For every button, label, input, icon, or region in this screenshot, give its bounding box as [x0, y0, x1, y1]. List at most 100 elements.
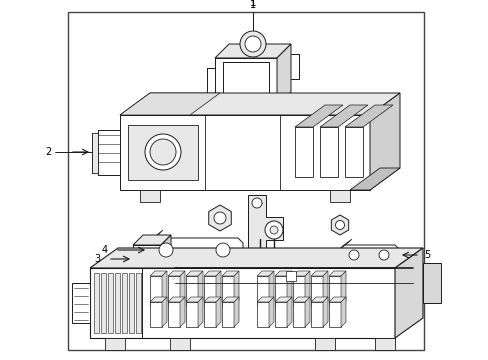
Bar: [203, 276, 216, 306]
Bar: [136, 273, 141, 333]
Bar: [310, 302, 323, 327]
Circle shape: [150, 139, 176, 165]
Bar: [329, 190, 349, 202]
Bar: [101, 273, 106, 333]
Polygon shape: [222, 271, 239, 276]
Text: 4: 4: [102, 245, 108, 255]
Bar: [92, 133, 98, 173]
Text: 2: 2: [46, 147, 52, 157]
Polygon shape: [148, 238, 243, 263]
Polygon shape: [257, 271, 273, 276]
Circle shape: [216, 243, 229, 257]
Text: 1: 1: [249, 0, 256, 10]
Polygon shape: [150, 271, 167, 276]
Polygon shape: [215, 44, 290, 58]
Bar: [108, 273, 113, 333]
Polygon shape: [274, 297, 291, 302]
Polygon shape: [247, 195, 283, 250]
Polygon shape: [161, 235, 171, 273]
Polygon shape: [72, 283, 90, 323]
Circle shape: [264, 221, 283, 239]
Polygon shape: [345, 105, 392, 127]
Polygon shape: [198, 297, 203, 327]
Bar: [274, 302, 286, 327]
Circle shape: [214, 212, 225, 224]
Bar: [133, 245, 161, 273]
Polygon shape: [120, 93, 399, 115]
Bar: [115, 273, 120, 333]
Bar: [170, 338, 190, 350]
Bar: [168, 276, 180, 306]
Bar: [105, 338, 125, 350]
Polygon shape: [319, 105, 367, 127]
Circle shape: [159, 243, 173, 257]
Bar: [150, 276, 162, 306]
Bar: [122, 273, 127, 333]
Polygon shape: [198, 271, 203, 306]
Polygon shape: [162, 271, 167, 306]
Circle shape: [244, 36, 261, 52]
Bar: [222, 276, 234, 306]
Polygon shape: [286, 297, 291, 327]
Bar: [345, 127, 362, 177]
Polygon shape: [168, 297, 184, 302]
Polygon shape: [274, 271, 291, 276]
Polygon shape: [323, 271, 327, 306]
Polygon shape: [349, 168, 399, 190]
Polygon shape: [294, 105, 342, 127]
Bar: [94, 273, 99, 333]
Polygon shape: [208, 205, 231, 231]
Text: 3: 3: [94, 254, 100, 264]
Bar: [139, 273, 143, 283]
Polygon shape: [310, 271, 327, 276]
Bar: [274, 276, 286, 306]
Bar: [140, 190, 160, 202]
Bar: [150, 302, 162, 327]
Polygon shape: [257, 297, 273, 302]
Polygon shape: [340, 271, 346, 306]
Circle shape: [378, 250, 388, 260]
Bar: [328, 302, 340, 327]
Polygon shape: [222, 297, 239, 302]
Polygon shape: [185, 297, 203, 302]
Polygon shape: [180, 271, 184, 306]
Bar: [314, 338, 334, 350]
Text: 1: 1: [249, 0, 256, 8]
Bar: [128, 125, 198, 180]
Polygon shape: [203, 271, 221, 276]
Circle shape: [251, 198, 262, 208]
Bar: [185, 302, 198, 327]
Bar: [185, 276, 198, 306]
Polygon shape: [305, 271, 309, 306]
Polygon shape: [276, 44, 290, 106]
Bar: [294, 127, 312, 177]
Bar: [257, 302, 268, 327]
Polygon shape: [369, 93, 399, 190]
Polygon shape: [150, 297, 167, 302]
Polygon shape: [216, 297, 221, 327]
Bar: [120, 115, 369, 190]
Bar: [90, 268, 394, 338]
Bar: [319, 127, 337, 177]
Polygon shape: [292, 271, 309, 276]
Bar: [147, 273, 152, 283]
Polygon shape: [120, 93, 220, 115]
Polygon shape: [168, 271, 184, 276]
Polygon shape: [148, 230, 163, 243]
Polygon shape: [331, 215, 348, 235]
Bar: [310, 276, 323, 306]
Bar: [222, 302, 234, 327]
Circle shape: [145, 134, 181, 170]
Polygon shape: [305, 297, 309, 327]
Polygon shape: [286, 271, 291, 306]
Polygon shape: [339, 245, 398, 265]
Polygon shape: [394, 248, 422, 338]
Bar: [328, 276, 340, 306]
Text: 5: 5: [423, 250, 429, 260]
Circle shape: [269, 226, 278, 234]
Polygon shape: [203, 297, 221, 302]
Circle shape: [240, 31, 265, 57]
Polygon shape: [234, 271, 239, 306]
Polygon shape: [268, 271, 273, 306]
Polygon shape: [216, 271, 221, 306]
